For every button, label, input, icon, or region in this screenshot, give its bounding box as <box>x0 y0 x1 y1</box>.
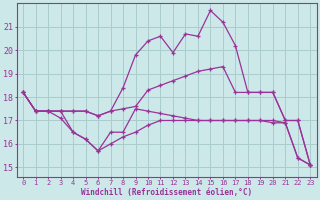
X-axis label: Windchill (Refroidissement éolien,°C): Windchill (Refroidissement éolien,°C) <box>81 188 252 197</box>
